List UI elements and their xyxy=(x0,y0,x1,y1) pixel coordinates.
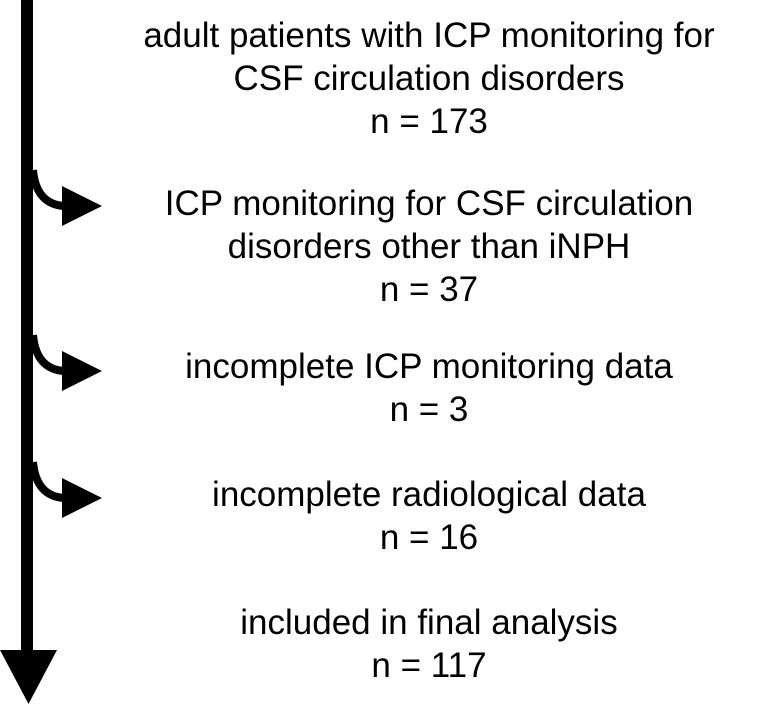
down-arrowhead-icon xyxy=(0,650,57,704)
right-arrowhead-icon xyxy=(62,478,102,518)
branch-arrow-curve xyxy=(29,334,65,375)
flow-step-final-analysis: included in final analysis n = 117 xyxy=(90,601,768,687)
branch-arrow-2 xyxy=(29,334,102,391)
step-line: incomplete radiological data xyxy=(212,475,646,514)
branch-arrow-curve xyxy=(29,461,65,502)
step-count: n = 173 xyxy=(370,102,488,141)
step-count: n = 3 xyxy=(389,390,469,429)
step-count: n = 16 xyxy=(379,518,479,557)
flow-step-excluded-other-than-inph: ICP monitoring for CSF circulation disor… xyxy=(90,182,768,311)
branch-arrow-3 xyxy=(29,461,102,518)
right-arrowhead-icon xyxy=(62,351,102,391)
branch-arrow-1 xyxy=(29,169,102,226)
step-line: ICP monitoring for CSF circulation xyxy=(164,184,694,223)
flow-step-initial-cohort: adult patients with ICP monitoring for C… xyxy=(90,14,768,143)
step-count: n = 37 xyxy=(379,270,479,309)
main-arrow-line xyxy=(21,0,33,653)
step-line: CSF circulation disorders xyxy=(233,59,625,98)
flow-step-excluded-incomplete-icp-data: incomplete ICP monitoring data n = 3 xyxy=(90,345,768,431)
step-line: disorders other than iNPH xyxy=(227,227,631,266)
flow-step-excluded-incomplete-radiological-data: incomplete radiological data n = 16 xyxy=(90,473,768,559)
step-line: adult patients with ICP monitoring for xyxy=(143,16,715,55)
step-line: included in final analysis xyxy=(240,603,618,642)
branch-arrow-curve xyxy=(29,169,65,210)
step-count: n = 117 xyxy=(371,646,487,685)
right-arrowhead-icon xyxy=(62,186,102,226)
step-line: incomplete ICP monitoring data xyxy=(185,347,673,386)
